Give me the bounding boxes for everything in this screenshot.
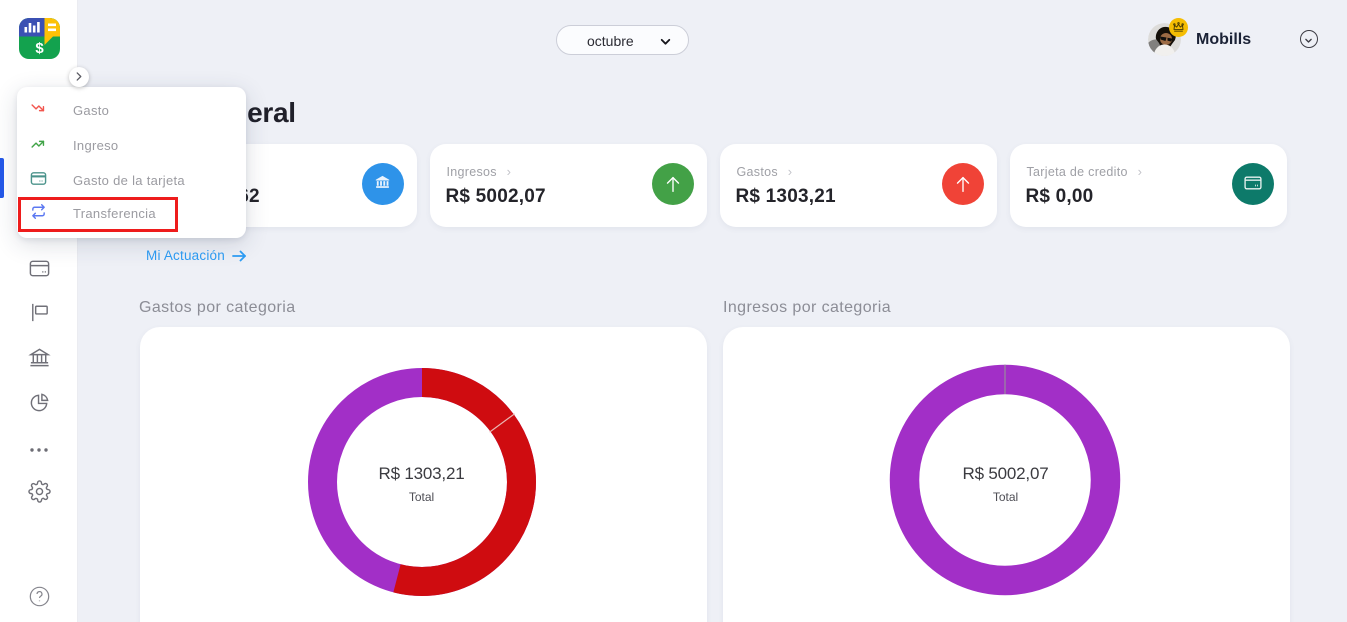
svg-text:$: $: [35, 40, 44, 57]
